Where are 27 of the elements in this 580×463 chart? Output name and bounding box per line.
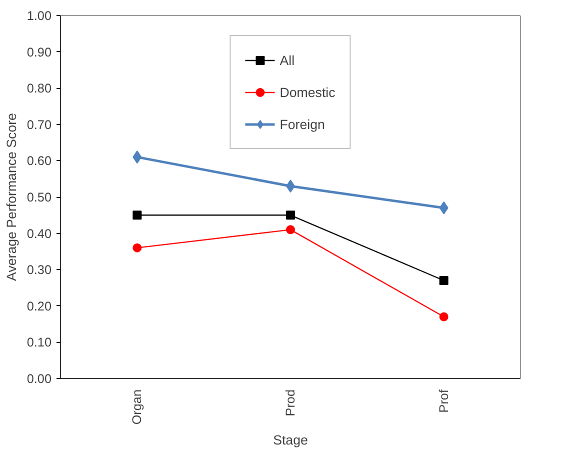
y-tick-label: 0.10: [26, 336, 52, 350]
point: [439, 201, 448, 214]
point: [439, 276, 448, 285]
y-tick-label: 0.60: [26, 154, 52, 168]
y-axis-title: Average Performance Score: [4, 113, 19, 281]
legend-label: Foreign: [280, 116, 325, 132]
y-tick-label: 0.70: [26, 118, 52, 132]
point: [439, 312, 448, 322]
point: [132, 243, 142, 252]
y-tick-label: 0.90: [26, 45, 52, 60]
y-tick-label: 0.80: [26, 82, 52, 96]
point: [132, 210, 142, 220]
y-tick-label: 0.20: [26, 299, 52, 314]
y-tick-label: 0.00: [26, 372, 52, 386]
y-tick-label: 0.40: [26, 226, 52, 241]
y-tick-label: 1.00: [26, 9, 52, 23]
point: [132, 150, 142, 164]
point: [286, 225, 295, 234]
x-axis-title: Stage: [273, 432, 308, 448]
x-tick-label: Organ: [130, 389, 144, 425]
y-tick-label: 0.30: [26, 263, 52, 278]
x-tick-label: Prof: [436, 389, 451, 413]
y-tick-label: 0.50: [26, 190, 52, 204]
legend-label: Domestic: [280, 84, 336, 100]
legend-label: All: [280, 52, 296, 68]
point: [286, 210, 295, 220]
x-tick-label: Prod: [284, 390, 298, 416]
